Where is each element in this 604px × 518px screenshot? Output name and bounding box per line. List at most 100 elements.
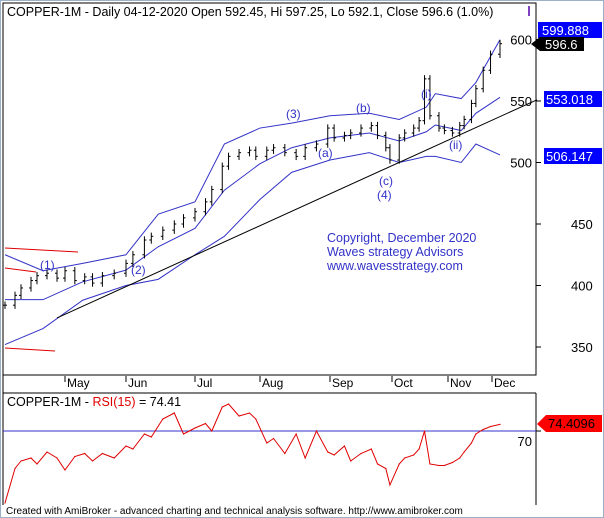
- rsi-point: [14, 467, 16, 470]
- price-bar: [271, 144, 276, 154]
- rsi-point: [443, 464, 445, 467]
- rsi-point: [284, 452, 286, 455]
- rsi-point: [489, 425, 492, 428]
- rsi-point: [499, 423, 501, 425]
- price-bar: [383, 131, 388, 152]
- rsi-point: [221, 406, 223, 408]
- rsi-point: [459, 457, 461, 459]
- wave-label-a: (a): [318, 146, 333, 160]
- chart-title: COPPER-1M - Daily 04-12-2020 Open 592.45…: [7, 5, 493, 19]
- wave-label-4: (4): [377, 188, 392, 202]
- price-bar: [457, 121, 462, 137]
- rsi-point: [423, 430, 426, 432]
- price-bar: [498, 39, 502, 58]
- rsi-point: [132, 448, 134, 450]
- x-tick-label: Jun: [128, 376, 147, 390]
- rsi-point: [418, 448, 420, 450]
- rsi-point: [327, 451, 329, 453]
- rsi-point: [475, 433, 477, 435]
- price-bar: [63, 267, 67, 282]
- rsi-point: [227, 403, 230, 405]
- price-bar: [462, 115, 467, 130]
- footer-text: Created with AmiBroker - advanced charti…: [6, 506, 463, 517]
- rsi-point: [398, 463, 400, 465]
- rsi-point: [385, 467, 387, 470]
- price-bar: [427, 75, 432, 120]
- wave-label-i: (i): [421, 87, 432, 101]
- rsi-point: [266, 442, 268, 444]
- x-tick-label: May: [67, 376, 90, 390]
- x-tick-label: Dec: [494, 376, 515, 390]
- price-bar: [209, 185, 214, 206]
- rsi-point: [404, 457, 406, 459]
- price-bar: [303, 144, 308, 161]
- price-bar: [253, 146, 258, 161]
- x-tick-label: Oct: [394, 376, 413, 390]
- price-bar: [422, 75, 427, 125]
- rsi-point: [304, 457, 306, 459]
- price-bar: [90, 273, 95, 287]
- price-bar: [264, 146, 269, 161]
- rsi-point: [248, 412, 251, 414]
- rsi-point: [20, 460, 22, 462]
- red-horizontal-line: [4, 347, 56, 352]
- price-bar: [35, 271, 39, 285]
- price-panel: [2, 2, 537, 376]
- price-bar: [359, 124, 363, 137]
- rsi-line: [4, 403, 501, 504]
- wave-label-ii: (ii): [449, 138, 462, 152]
- price-bar: [342, 131, 347, 142]
- lower-bollinger-band: [4, 143, 501, 346]
- price-bar: [112, 269, 117, 280]
- price-bar: [442, 124, 447, 135]
- price-bar: [3, 301, 7, 309]
- rsi-point: [173, 412, 175, 414]
- rsi-point: [413, 454, 415, 456]
- rsi-point: [84, 452, 86, 455]
- rsi-point: [204, 422, 207, 425]
- trendline: [56, 99, 538, 319]
- rsi-point: [101, 452, 103, 455]
- rsi-point: [295, 433, 297, 435]
- company-line: Waves strategy Advisors: [327, 245, 463, 259]
- rsi-point: [113, 457, 115, 459]
- y-tick-label: 350: [571, 340, 593, 355]
- rsi-point: [343, 445, 346, 447]
- rsi-point: [91, 460, 94, 462]
- y-tick-label: 550: [510, 94, 532, 109]
- rsi-point: [162, 418, 164, 420]
- price-bar: [226, 152, 231, 170]
- price-bar: [369, 121, 374, 132]
- rsi-point: [272, 437, 275, 440]
- price-bar: [181, 214, 186, 228]
- wave-label-3: (3): [286, 107, 301, 121]
- price-bar: [124, 259, 128, 277]
- rsi-point: [74, 455, 76, 458]
- price-bar: [402, 129, 407, 142]
- price-bar: [325, 124, 330, 148]
- wave-label-1: (1): [40, 258, 55, 272]
- price-bar: [160, 226, 165, 240]
- price-bar: [247, 146, 252, 157]
- rsi-point: [150, 436, 152, 438]
- price-bar: [314, 140, 319, 152]
- y-tick-label: 450: [571, 217, 593, 232]
- close-price-badge: 596.6: [531, 37, 584, 52]
- price-bar: [348, 129, 353, 140]
- upper-band-badge: 599.888: [538, 22, 602, 38]
- price-bar: [375, 121, 380, 140]
- rsi-point: [360, 452, 362, 455]
- x-tick-label: Jul: [197, 376, 212, 390]
- wave-label-c: (c): [379, 174, 393, 188]
- lower-band-badge: 506.147: [544, 148, 602, 164]
- rsi-point: [438, 464, 440, 467]
- rsi-point: [143, 433, 145, 435]
- svg-text:596.6: 596.6: [545, 37, 578, 52]
- svg-text:553.018: 553.018: [546, 92, 593, 107]
- price-bar: [436, 112, 441, 132]
- rsi-point: [36, 463, 38, 465]
- price-bar: [282, 144, 287, 157]
- wave-label-2: (2): [131, 263, 146, 277]
- price-bar: [332, 124, 337, 142]
